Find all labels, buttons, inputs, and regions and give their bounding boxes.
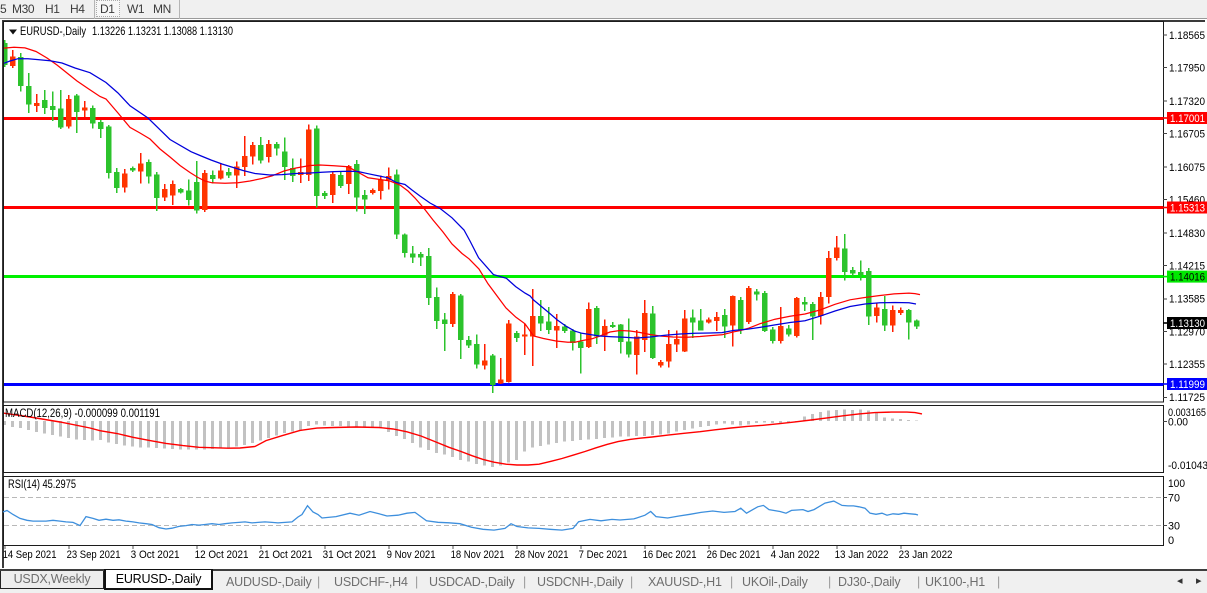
svg-text:0.003165: 0.003165 [1168, 407, 1206, 419]
svg-text:1.13226 1.13231 1.13088 1.1313: 1.13226 1.13231 1.13088 1.13130 [92, 24, 233, 38]
svg-text:100: 100 [1168, 478, 1185, 490]
svg-text:1.14215: 1.14215 [1169, 260, 1205, 272]
svg-text:28 Nov 2021: 28 Nov 2021 [515, 549, 569, 561]
svg-text:16 Dec 2021: 16 Dec 2021 [643, 549, 697, 561]
svg-text:21 Oct 2021: 21 Oct 2021 [259, 549, 313, 561]
svg-text:1.17950: 1.17950 [1169, 63, 1205, 75]
svg-text:1.11725: 1.11725 [1169, 392, 1205, 404]
svg-text:23 Jan 2022: 23 Jan 2022 [899, 549, 953, 561]
svg-text:18 Nov 2021: 18 Nov 2021 [451, 549, 505, 561]
svg-text:1.14016: 1.14016 [1170, 272, 1205, 284]
svg-text:0: 0 [1168, 535, 1174, 547]
svg-text:70: 70 [1168, 493, 1180, 505]
svg-text:23 Sep 2021: 23 Sep 2021 [67, 549, 121, 561]
svg-text:3 Oct 2021: 3 Oct 2021 [131, 549, 180, 561]
svg-text:1.17001: 1.17001 [1170, 113, 1205, 125]
svg-text:12 Oct 2021: 12 Oct 2021 [195, 549, 249, 561]
svg-text:13 Jan 2022: 13 Jan 2022 [835, 549, 889, 561]
svg-text:31 Oct 2021: 31 Oct 2021 [323, 549, 377, 561]
svg-text:1.15313: 1.15313 [1170, 202, 1205, 214]
svg-text:30: 30 [1168, 521, 1180, 533]
svg-text:1.12970: 1.12970 [1169, 326, 1205, 338]
svg-text:1.17320: 1.17320 [1169, 96, 1205, 108]
svg-text:7 Dec 2021: 7 Dec 2021 [579, 549, 628, 561]
svg-text:MACD(12,26,9) -0.000099 0.0011: MACD(12,26,9) -0.000099 0.001191 [5, 408, 160, 420]
svg-text:1.13585: 1.13585 [1169, 294, 1205, 306]
svg-text:EURUSD-,Daily: EURUSD-,Daily [20, 24, 86, 38]
svg-text:RSI(14) 45.2975: RSI(14) 45.2975 [8, 479, 76, 491]
svg-text:1.16705: 1.16705 [1169, 129, 1205, 141]
svg-text:14 Sep 2021: 14 Sep 2021 [3, 549, 57, 561]
svg-text:1.16075: 1.16075 [1169, 162, 1205, 174]
svg-text:1.18565: 1.18565 [1169, 30, 1205, 42]
svg-text:9 Nov 2021: 9 Nov 2021 [387, 549, 436, 561]
svg-text:26 Dec 2021: 26 Dec 2021 [707, 549, 761, 561]
svg-text:1.11999: 1.11999 [1170, 379, 1205, 391]
svg-text:1.14830: 1.14830 [1169, 228, 1205, 240]
svg-text:4 Jan 2022: 4 Jan 2022 [771, 549, 820, 561]
svg-text:1.13130: 1.13130 [1170, 318, 1205, 330]
svg-text:0.00: 0.00 [1168, 417, 1188, 429]
svg-text:1.12355: 1.12355 [1169, 359, 1205, 371]
svg-text:-0.01043: -0.01043 [1168, 460, 1207, 472]
